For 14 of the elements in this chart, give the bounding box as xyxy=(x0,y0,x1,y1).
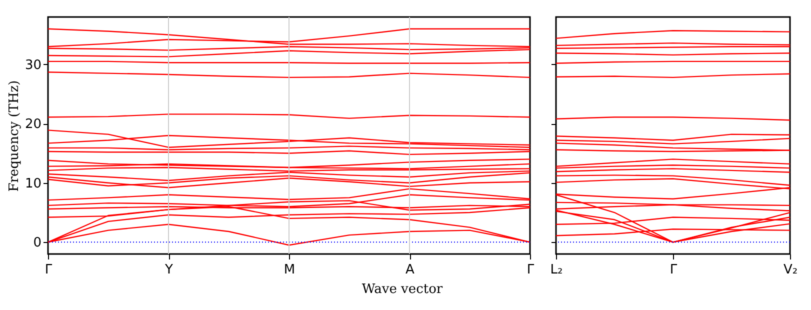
y-axis-title: Frequency (THz) xyxy=(6,80,22,192)
y-tick-label: 20 xyxy=(24,117,42,132)
x-tick-label: Γ xyxy=(44,262,53,278)
x-tick-label: M xyxy=(284,262,296,278)
x-tick-label: L₂ xyxy=(550,262,563,278)
x-tick-label: Γ xyxy=(670,262,678,278)
x-tick-label: A xyxy=(406,262,415,278)
y-tick-label: 10 xyxy=(24,176,42,192)
x-axis-title: Wave vector xyxy=(362,282,444,297)
y-tick-label: 0 xyxy=(33,236,42,251)
x-tick-label: V₂ xyxy=(783,262,798,278)
x-tick-label: Γ xyxy=(526,262,535,278)
y-tick-label: 30 xyxy=(24,58,42,73)
x-tick-label: Y xyxy=(164,262,174,278)
